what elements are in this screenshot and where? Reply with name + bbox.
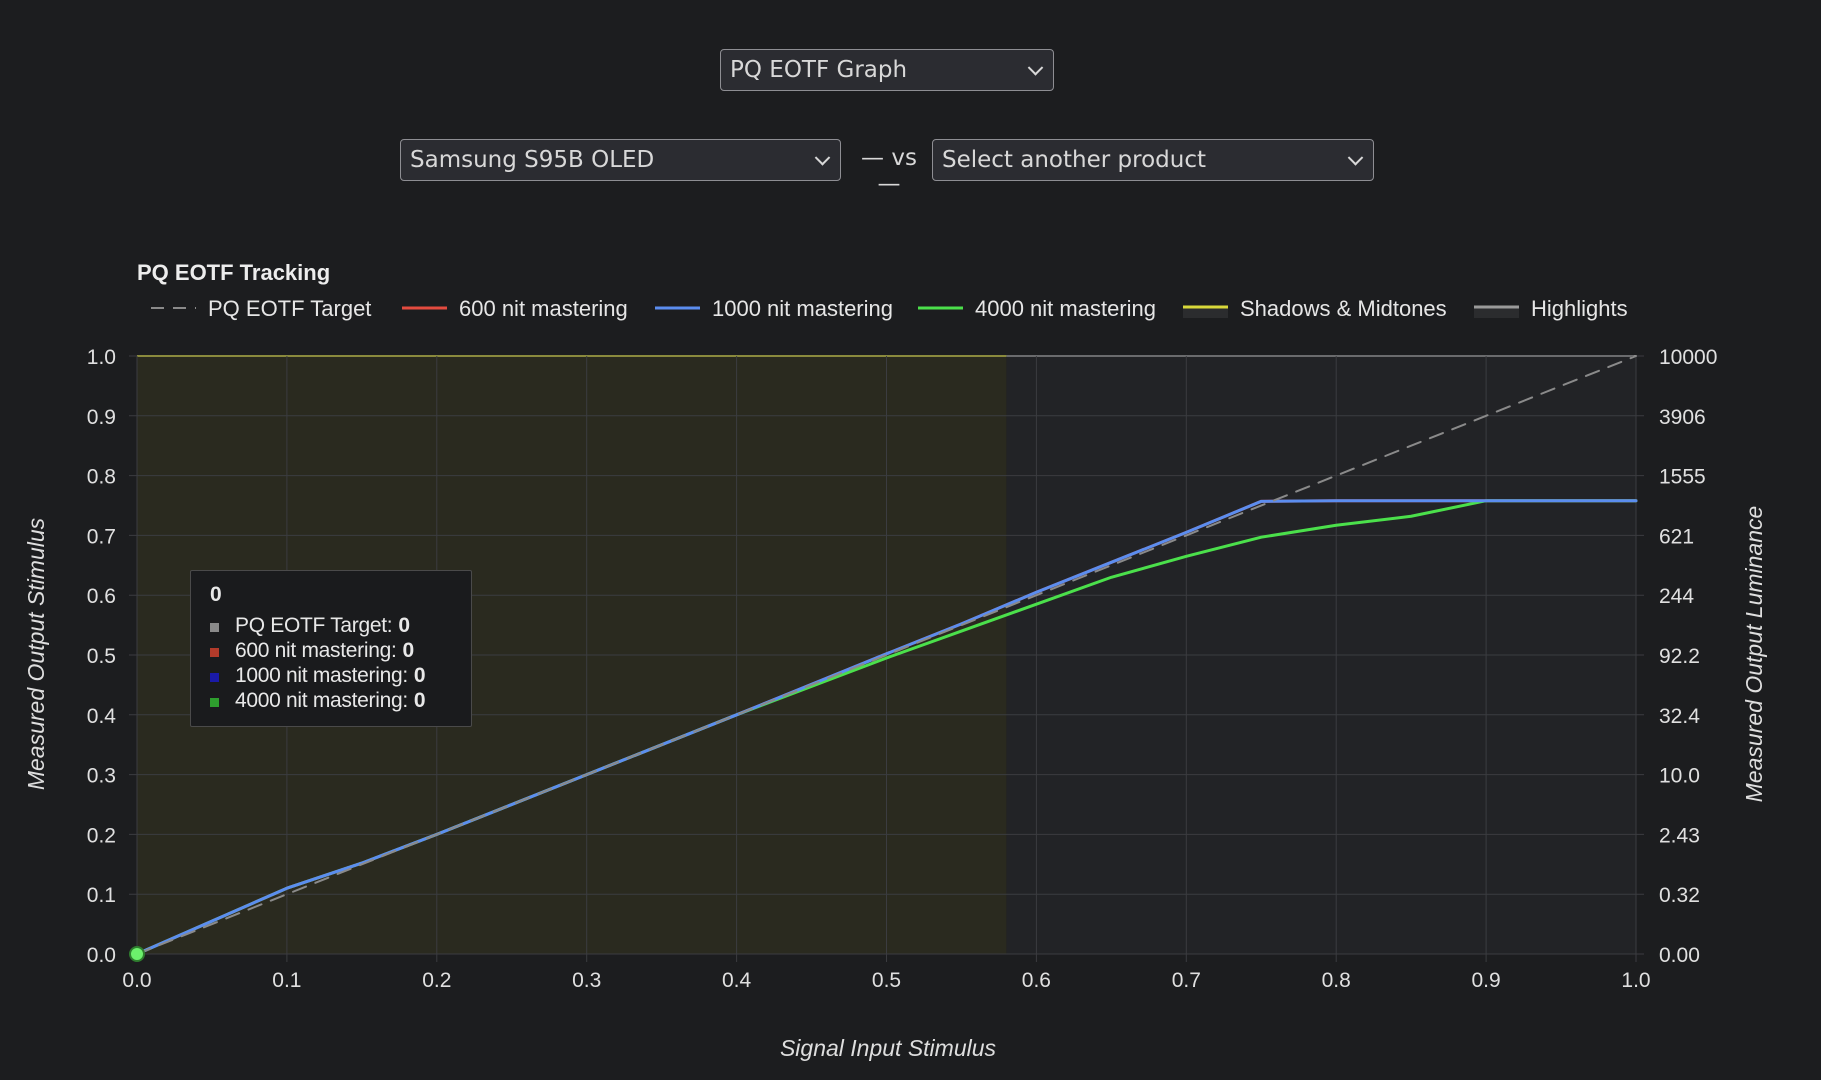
product-b-select-value: Select another product	[942, 147, 1206, 173]
x-tick-label: 0.7	[1172, 969, 1201, 992]
y2-tick-label: 92.2	[1659, 645, 1700, 668]
y-tick-label: 0.1	[87, 884, 116, 907]
series-line-pq-eotf-target	[136, 355, 1637, 955]
product-b-select[interactable]: Select another product	[932, 139, 1374, 181]
y-tick-label: 0.7	[87, 525, 116, 548]
product-a-select-value: Samsung S95B OLED	[410, 147, 655, 173]
y-tick-label: 0.4	[87, 705, 117, 728]
y-tick-label: 0.8	[87, 466, 116, 489]
y2-tick-label: 10000	[1659, 346, 1717, 369]
legend-label: PQ EOTF Target	[208, 296, 371, 321]
vs-separator: — vs —	[861, 145, 917, 197]
tooltip-title: 0	[210, 583, 222, 606]
legend-label: 4000 nit mastering	[975, 296, 1156, 321]
x-tick-label: 1.0	[1621, 969, 1650, 992]
y-tick-label: 0.6	[87, 585, 116, 608]
tooltip-value: 0	[402, 638, 415, 662]
y-tick-label: 0.2	[87, 824, 116, 847]
y2-tick-label: 1555	[1659, 466, 1706, 489]
x-axis-label: Signal Input Stimulus	[780, 1035, 997, 1061]
graph-type-select-value: PQ EOTF Graph	[730, 57, 908, 83]
y2-tick-label: 244	[1659, 585, 1694, 608]
y2-tick-label: 0.32	[1659, 884, 1700, 907]
chart-title: PQ EOTF Tracking	[137, 260, 330, 285]
x-tick-label: 0.5	[872, 969, 901, 992]
tooltip-row: PQ EOTF Target: 0	[210, 613, 471, 638]
legend-item: 1000 nit mastering	[655, 296, 893, 321]
tooltip-value: 0	[413, 663, 426, 687]
y2-tick-label: 10.0	[1659, 765, 1700, 788]
tooltip-label: 600 nit mastering:	[235, 638, 397, 662]
tooltip-swatch	[210, 673, 219, 682]
y-tick-label: 0.3	[87, 765, 116, 788]
legend-swatch-fill	[1183, 306, 1228, 318]
legend-item: Shadows & Midtones	[1183, 296, 1447, 321]
chart-tooltip: 0 PQ EOTF Target: 0 600 nit mastering: 0…	[190, 570, 472, 727]
x-tick-label: 0.6	[1022, 969, 1051, 992]
y-tick-label: 0.0	[87, 944, 116, 967]
legend-label: Shadows & Midtones	[1240, 296, 1447, 321]
y-tick-label: 0.9	[87, 406, 116, 429]
legend-item: 600 nit mastering	[402, 296, 628, 321]
x-tick-label: 0.1	[272, 969, 301, 992]
tooltip-swatch	[210, 698, 219, 707]
y2-axis-label: Measured Output Luminance	[1741, 506, 1767, 803]
tooltip-row: 1000 nit mastering: 0	[210, 663, 471, 688]
tooltip-label: 1000 nit mastering:	[235, 663, 408, 687]
x-tick-label: 0.3	[572, 969, 601, 992]
y2-tick-label: 2.43	[1659, 824, 1700, 847]
tooltip-row: 4000 nit mastering: 0	[210, 688, 471, 713]
tooltip-value: 0	[413, 688, 426, 712]
tooltip-value: 0	[398, 613, 410, 637]
x-tick-label: 0.2	[422, 969, 451, 992]
x-tick-label: 0.8	[1322, 969, 1351, 992]
graph-type-select[interactable]: PQ EOTF Graph	[720, 49, 1054, 91]
tooltip-label: PQ EOTF Target:	[235, 613, 393, 637]
y-tick-label: 0.5	[87, 645, 116, 668]
legend-label: Highlights	[1531, 296, 1628, 321]
x-tick-label: 0.4	[722, 969, 752, 992]
product-a-select[interactable]: Samsung S95B OLED	[400, 139, 841, 181]
y-axis-label: Measured Output Stimulus	[23, 517, 49, 790]
x-tick-label: 0.0	[122, 969, 151, 992]
y2-tick-label: 3906	[1659, 406, 1706, 429]
series-line-1000-nit-mastering	[135, 499, 1638, 956]
x-tick-label: 0.9	[1471, 969, 1500, 992]
y2-tick-label: 621	[1659, 525, 1694, 548]
legend-label: 1000 nit mastering	[712, 296, 893, 321]
y2-tick-label: 0.00	[1659, 944, 1700, 967]
legend-item: 4000 nit mastering	[918, 296, 1156, 321]
y-tick-label: 1.0	[87, 346, 116, 369]
y2-tick-label: 32.4	[1659, 705, 1700, 728]
highlight-point	[129, 946, 145, 962]
legend-item: PQ EOTF Target	[151, 296, 371, 321]
tooltip-swatch	[210, 623, 219, 632]
legend-swatch-fill	[1474, 306, 1519, 318]
tooltip-swatch	[210, 648, 219, 657]
legend-label: 600 nit mastering	[459, 296, 628, 321]
legend-item: Highlights	[1474, 296, 1628, 321]
tooltip-label: 4000 nit mastering:	[235, 688, 408, 712]
tooltip-row: 600 nit mastering: 0	[210, 638, 471, 663]
